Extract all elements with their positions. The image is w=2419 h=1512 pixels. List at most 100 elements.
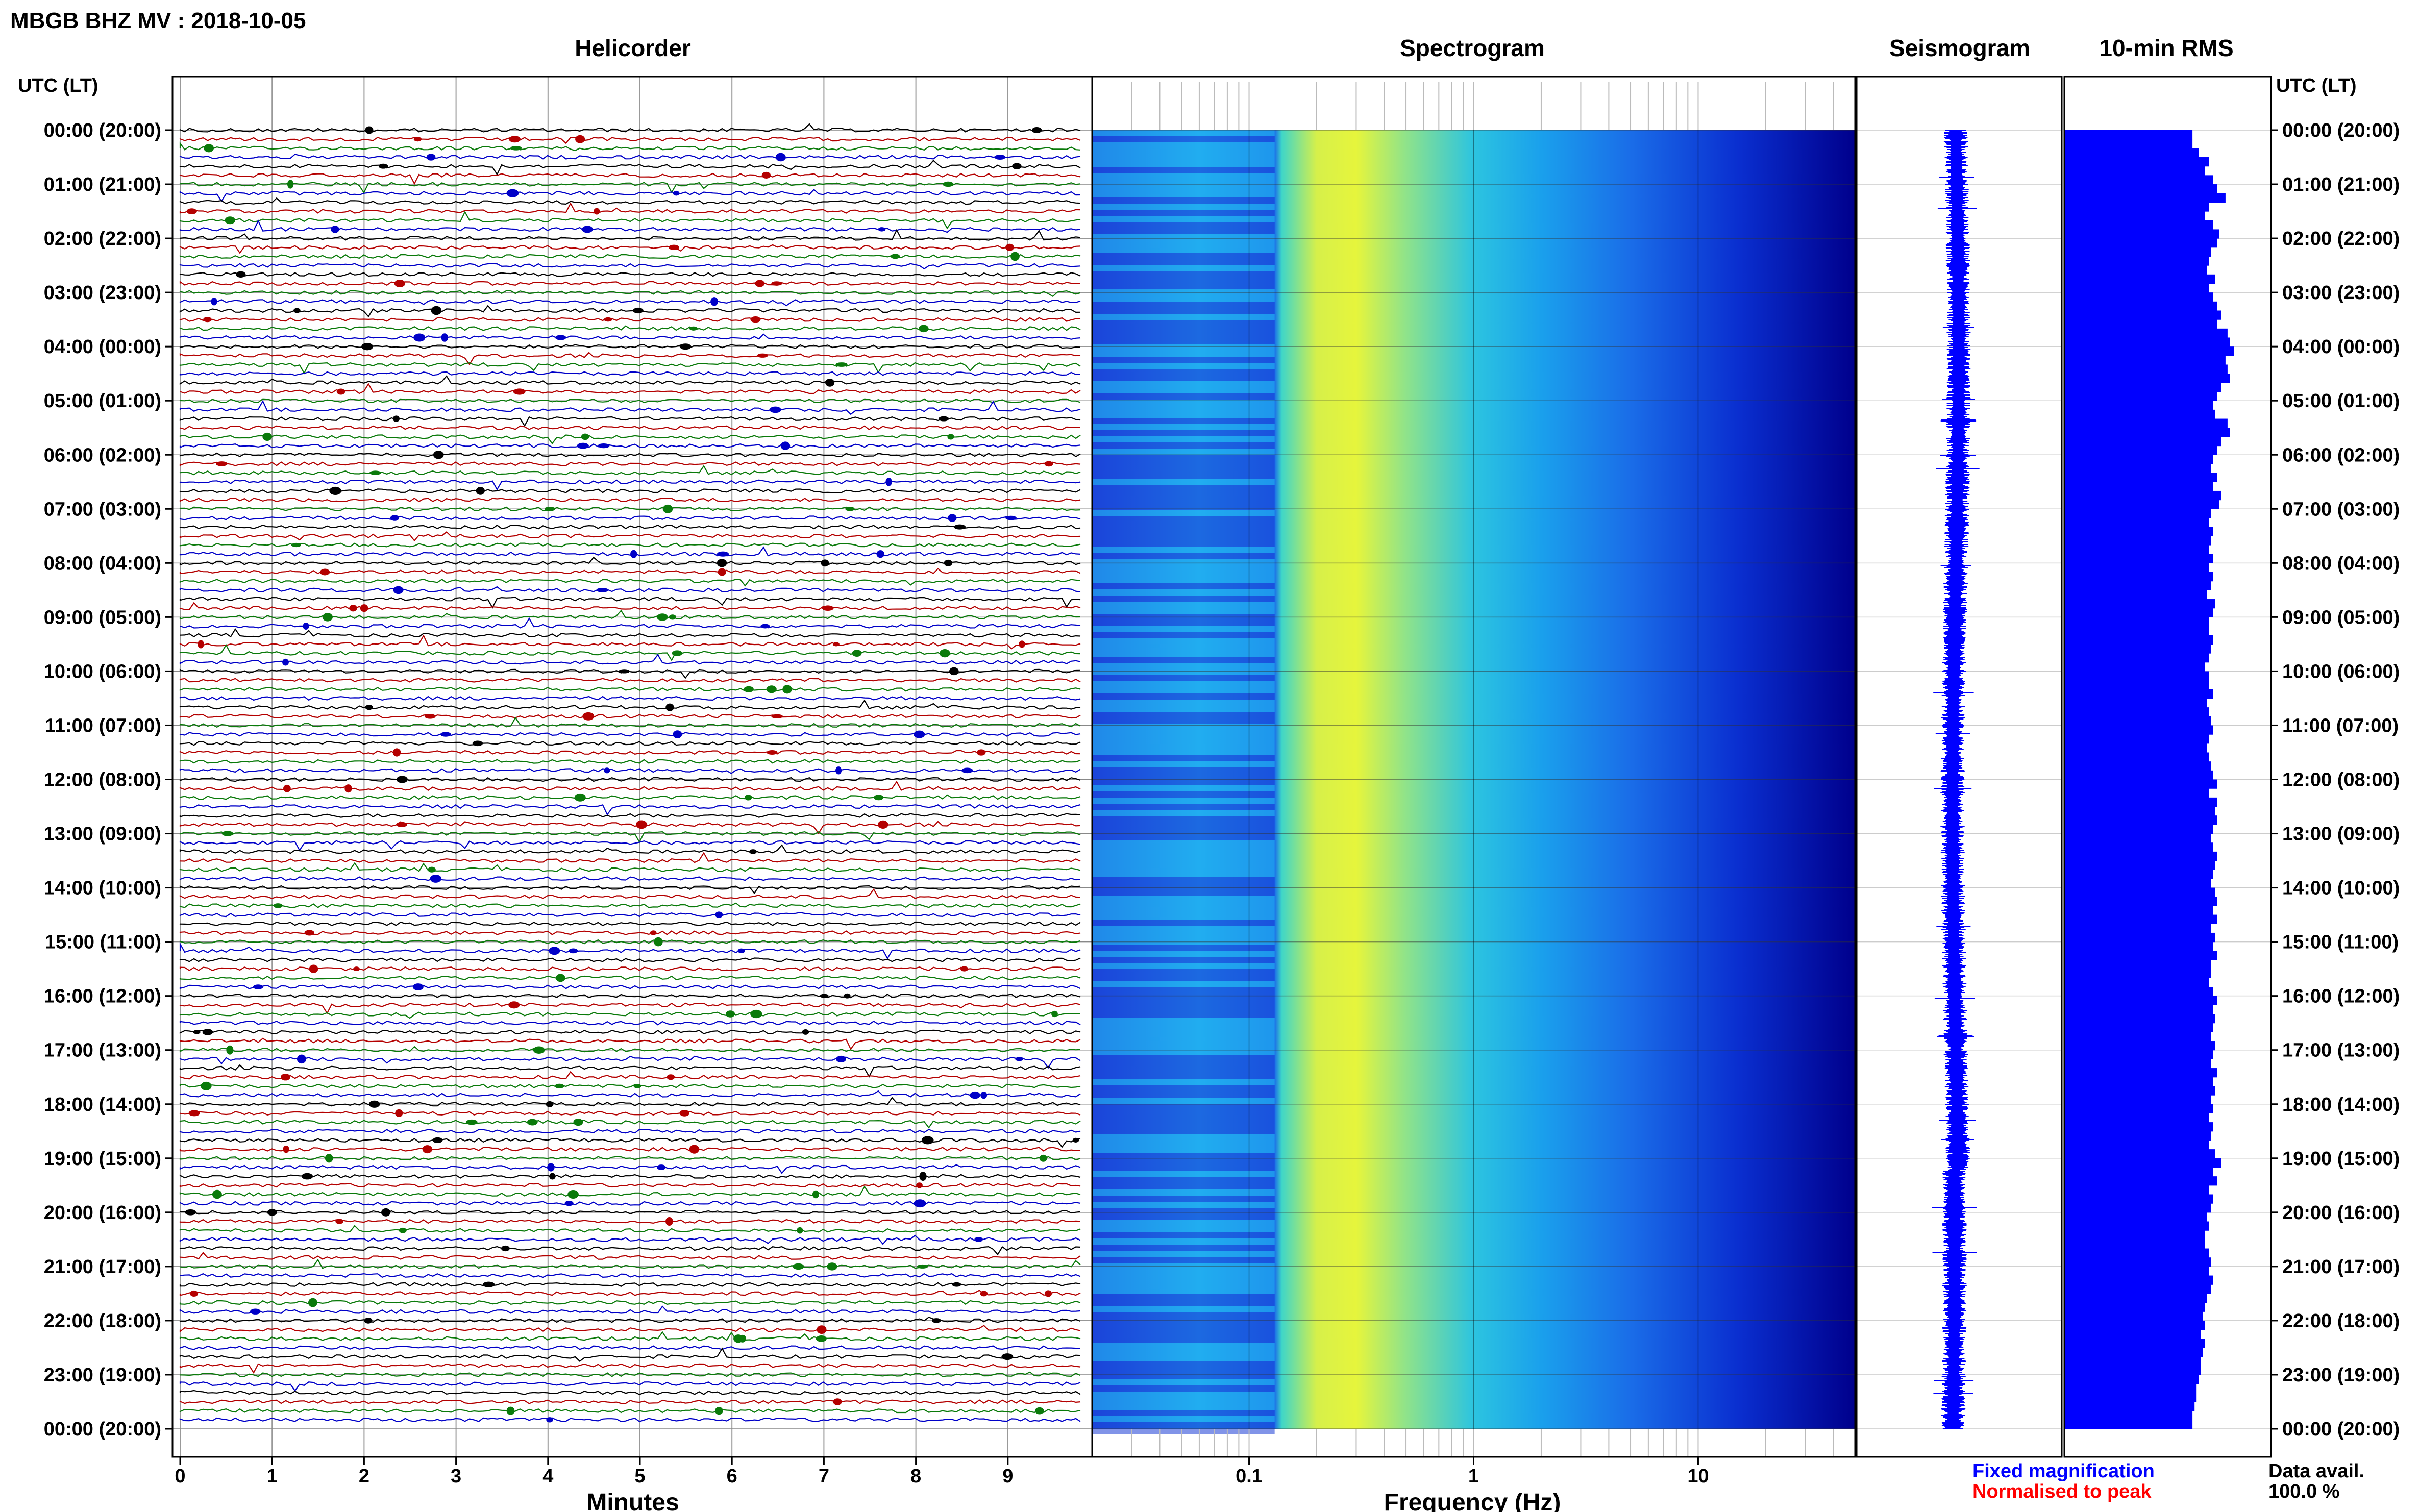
rms-bar bbox=[2064, 860, 2215, 870]
helicorder-event bbox=[994, 154, 1006, 160]
time-tick-label-right: 07:00 (03:00) bbox=[2282, 499, 2400, 520]
rms-bar bbox=[2064, 581, 2211, 590]
time-tick-label-left: 06:00 (02:00) bbox=[44, 444, 161, 466]
helicorder-trace bbox=[179, 804, 1081, 816]
spectrogram-lowband-stripe bbox=[1092, 596, 1275, 602]
spectrogram-lowband-stripe bbox=[1092, 1343, 1275, 1349]
rms-bar bbox=[2064, 1356, 2201, 1366]
helicorder-event bbox=[236, 271, 246, 278]
spectrogram-lowband-stripe bbox=[1092, 577, 1275, 583]
helicorder-event bbox=[331, 226, 339, 233]
spectrogram-lowband-stripe bbox=[1092, 1006, 1275, 1012]
frequency-tick-label: 10 bbox=[1687, 1466, 1709, 1487]
helicorder-event bbox=[1012, 163, 1022, 169]
spectrogram-lowband-stripe bbox=[1092, 816, 1275, 822]
helicorder-event bbox=[771, 281, 782, 286]
spectrogram-xlabel: Frequency (Hz) bbox=[1384, 1489, 1561, 1512]
helicorder-trace bbox=[179, 643, 1081, 662]
helicorder-event bbox=[919, 325, 929, 333]
helicorder-trace bbox=[179, 794, 1081, 800]
spectrogram-lowband-stripe bbox=[1092, 1018, 1275, 1024]
helicorder-event bbox=[431, 306, 442, 315]
spectrogram-lowband-stripe bbox=[1092, 1349, 1275, 1355]
rms-bar bbox=[2064, 1005, 2213, 1014]
spectrogram-lowband-stripe bbox=[1092, 455, 1275, 461]
spectrogram-lowband-stripe bbox=[1092, 204, 1275, 210]
helicorder-trace bbox=[179, 1258, 1081, 1269]
spectrogram-lowband-stripe bbox=[1092, 608, 1275, 614]
time-tick-label-right: 23:00 (19:00) bbox=[2282, 1365, 2400, 1386]
rms-bar bbox=[2064, 1383, 2197, 1393]
rms-bar bbox=[2064, 1077, 2213, 1086]
helicorder-trace bbox=[179, 714, 1081, 719]
spectrogram-lowband-stripe bbox=[1092, 969, 1275, 975]
helicorder-trace bbox=[179, 993, 1081, 999]
rms-bar bbox=[2064, 924, 2211, 933]
helicorder-event bbox=[1005, 515, 1017, 520]
helicorder-trace bbox=[179, 939, 1081, 945]
rms-bar bbox=[2064, 527, 2213, 536]
rms-bar bbox=[2064, 932, 2215, 943]
spectrogram-lowband-stripe bbox=[1092, 197, 1275, 204]
helicorder-trace bbox=[179, 1234, 1081, 1245]
helicorder-trace bbox=[179, 281, 1081, 286]
rms-bar bbox=[2064, 1131, 2211, 1141]
spectrogram-lowband-stripe bbox=[1092, 1141, 1275, 1147]
spectrogram-lowband-stripe bbox=[1092, 412, 1275, 418]
rms-bar bbox=[2064, 1329, 2201, 1339]
helicorder-trace bbox=[179, 1137, 1081, 1148]
time-tick-label-left: 20:00 (16:00) bbox=[44, 1202, 161, 1224]
rms-bar bbox=[2064, 653, 2209, 663]
spectrogram-lowband-stripe bbox=[1092, 1061, 1275, 1067]
helicorder-trace bbox=[179, 930, 1081, 935]
rms-bar bbox=[2064, 941, 2213, 951]
helicorder-trace bbox=[179, 579, 1081, 587]
helicorder-event bbox=[745, 795, 752, 801]
rms-bar bbox=[2064, 1284, 2211, 1294]
helicorder-trace bbox=[179, 1164, 1081, 1174]
helicorder-event bbox=[198, 640, 204, 649]
time-tick-label-right: 09:00 (05:00) bbox=[2282, 607, 2400, 628]
helicorder-event bbox=[360, 604, 368, 612]
helicorder-trace bbox=[179, 1331, 1081, 1341]
spectrogram-lowband-stripe bbox=[1092, 1226, 1275, 1232]
rms-bar bbox=[2064, 1104, 2213, 1114]
time-tick-label-left: 12:00 (08:00) bbox=[44, 770, 161, 791]
helicorder-event bbox=[329, 486, 341, 495]
rms-bar bbox=[2064, 951, 2217, 960]
helicorder-trace bbox=[179, 1210, 1081, 1215]
legend-fixed-magnification: Fixed magnification bbox=[1972, 1460, 2155, 1482]
helicorder-event bbox=[547, 1163, 555, 1172]
spectrogram-lowband-stripe bbox=[1092, 693, 1275, 700]
helicorder-event bbox=[188, 1110, 200, 1117]
helicorder-event bbox=[665, 703, 674, 711]
spectrogram-lowband-stripe bbox=[1092, 1036, 1275, 1043]
helicorder-trace bbox=[179, 687, 1081, 692]
spectrogram-lowband-stripe bbox=[1092, 804, 1275, 810]
helicorder-event bbox=[939, 416, 949, 422]
rms-bar bbox=[2064, 1167, 2213, 1177]
spectrogram-lowband-stripe bbox=[1092, 253, 1275, 259]
time-tick-label-right: 02:00 (22:00) bbox=[2282, 228, 2400, 250]
helicorder-trace bbox=[179, 154, 1081, 160]
helicorder-trace bbox=[179, 1225, 1081, 1233]
spectrogram-lowband-stripe bbox=[1092, 902, 1275, 908]
helicorder-trace bbox=[179, 902, 1081, 908]
rms-bar bbox=[2064, 1059, 2211, 1069]
rms-bar bbox=[2064, 689, 2213, 699]
helicorder-event bbox=[390, 515, 400, 521]
helicorder-trace bbox=[179, 1055, 1081, 1069]
helicorder-event bbox=[1044, 461, 1053, 467]
helicorder-event bbox=[812, 1190, 820, 1199]
rms-bar bbox=[2064, 157, 2209, 167]
helicorder-event bbox=[1035, 1407, 1044, 1415]
helicorder-event bbox=[749, 849, 757, 854]
helicorder-event bbox=[349, 605, 357, 612]
spectrogram-lowband-stripe bbox=[1092, 589, 1275, 596]
helicorder-trace bbox=[179, 1345, 1081, 1350]
spectrogram-lowband-stripe bbox=[1092, 559, 1275, 565]
helicorder-event bbox=[395, 1109, 403, 1117]
spectrogram-lowband-stripe bbox=[1092, 547, 1275, 553]
rms-bar bbox=[2064, 797, 2217, 807]
